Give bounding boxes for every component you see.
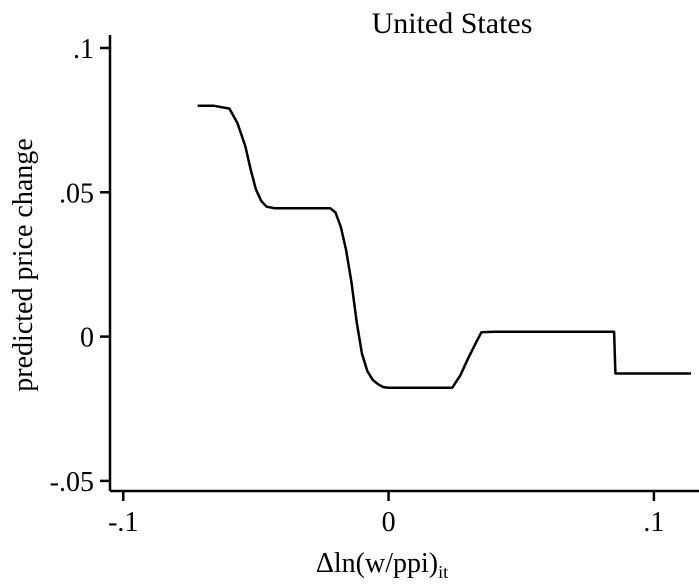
x-tick-group: -.1 0 .1 — [108, 491, 664, 538]
y-tick-group: -.05 0 .05 .1 — [50, 34, 110, 498]
y-tick-label: .05 — [59, 178, 94, 209]
x-tick-label: 0 — [382, 507, 396, 538]
series-line — [197, 104, 691, 389]
series-layer — [197, 104, 691, 389]
x-tick-label: .1 — [643, 507, 664, 538]
x-tick-label: -.1 — [108, 507, 138, 538]
y-tick-label: .1 — [73, 34, 94, 65]
x-axis-label-main: Δln(w/ppi) — [316, 548, 438, 579]
y-tick-label: -.05 — [50, 467, 94, 498]
y-axis-label: predicted price change — [8, 138, 39, 391]
x-axis-label-subscript: it — [438, 562, 448, 582]
x-axis-label: Δln(w/ppi)it — [316, 548, 448, 582]
chart-title: United States — [372, 7, 533, 40]
y-tick-label: 0 — [80, 323, 94, 354]
